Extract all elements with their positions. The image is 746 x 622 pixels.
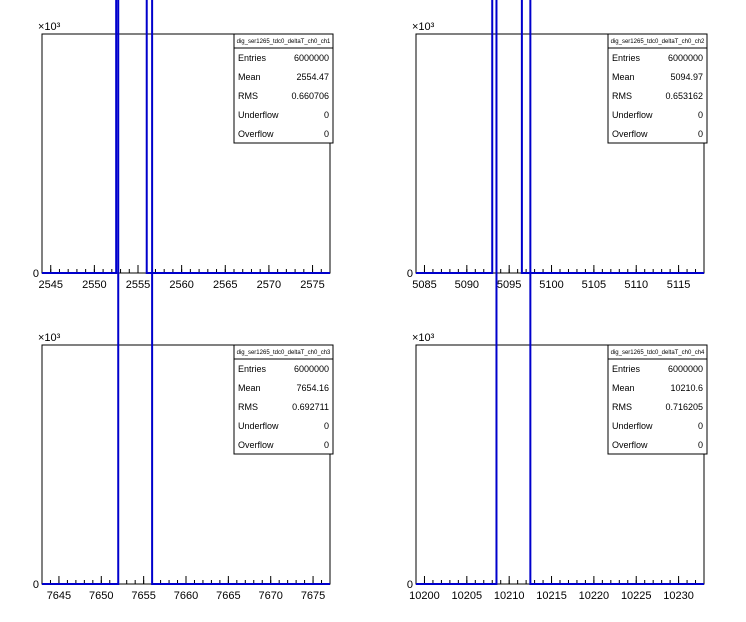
x-tick-label: 10210 bbox=[494, 590, 525, 602]
histogram-pad-2: 0200400600800100012001400160018005085509… bbox=[407, 0, 708, 291]
stats-value: 0.716205 bbox=[665, 402, 703, 412]
y-exponent-label: ×10³ bbox=[412, 21, 435, 33]
stats-label: Overflow bbox=[238, 129, 274, 139]
stats-label: RMS bbox=[612, 91, 632, 101]
stats-value: 0 bbox=[698, 110, 703, 120]
x-tick-label: 10230 bbox=[663, 590, 694, 602]
x-tick-label: 5090 bbox=[455, 279, 479, 291]
y-tick-label: 0 bbox=[33, 579, 39, 591]
stats-value: 0.692711 bbox=[292, 402, 329, 412]
stats-label: Entries bbox=[238, 53, 267, 63]
y-tick-label: 0 bbox=[407, 579, 413, 591]
stats-value: 0 bbox=[324, 110, 329, 120]
x-tick-label: 2570 bbox=[257, 279, 281, 291]
x-tick-label: 7675 bbox=[301, 590, 325, 602]
y-exponent-label: ×10³ bbox=[412, 332, 435, 344]
stats-label: Mean bbox=[238, 72, 261, 82]
x-tick-label: 5105 bbox=[582, 279, 606, 291]
stats-value: 0.653162 bbox=[665, 91, 703, 101]
x-tick-label: 7650 bbox=[89, 590, 113, 602]
x-tick-label: 2560 bbox=[169, 279, 193, 291]
stats-value: 0 bbox=[698, 421, 703, 431]
stats-value: 0 bbox=[698, 129, 703, 139]
stats-label: Mean bbox=[612, 72, 635, 82]
stats-label: Overflow bbox=[238, 440, 274, 450]
x-tick-label: 5085 bbox=[412, 279, 436, 291]
x-tick-label: 7670 bbox=[258, 590, 282, 602]
stats-label: Overflow bbox=[612, 129, 648, 139]
stats-label: RMS bbox=[238, 91, 258, 101]
stats-value: 0 bbox=[698, 440, 703, 450]
stats-value: 2554.47 bbox=[296, 72, 329, 82]
x-tick-label: 10200 bbox=[409, 590, 440, 602]
stats-title: dig_ser1265_tdc0_deltaT_ch0_ch3 bbox=[237, 350, 331, 356]
stats-value: 0 bbox=[324, 440, 329, 450]
x-tick-label: 5100 bbox=[539, 279, 563, 291]
histogram-pad-4: 0200400600800100012001400160010200102051… bbox=[407, 0, 708, 602]
x-tick-label: 10215 bbox=[536, 590, 567, 602]
stats-value: 10210.6 bbox=[670, 383, 703, 393]
y-exponent-label: ×10³ bbox=[38, 332, 61, 344]
stats-value: 6000000 bbox=[668, 53, 703, 63]
x-tick-label: 7645 bbox=[47, 590, 71, 602]
y-tick-label: 0 bbox=[407, 268, 413, 280]
histogram-pad-3: 0200400600800100012001400160076457650765… bbox=[33, 0, 334, 602]
stats-label: Underflow bbox=[612, 110, 653, 120]
x-tick-label: 10220 bbox=[579, 590, 610, 602]
x-tick-label: 2575 bbox=[300, 279, 324, 291]
y-tick-label: 0 bbox=[33, 268, 39, 280]
y-exponent-label: ×10³ bbox=[38, 21, 61, 33]
stats-box bbox=[233, 33, 334, 144]
stats-title: dig_ser1265_tdc0_deltaT_ch0_ch4 bbox=[611, 350, 705, 356]
stats-value: 7654.16 bbox=[296, 383, 329, 393]
stats-value: 0 bbox=[324, 129, 329, 139]
stats-value: 6000000 bbox=[294, 364, 329, 374]
stats-value: 6000000 bbox=[668, 364, 703, 374]
x-tick-label: 2545 bbox=[38, 279, 62, 291]
x-tick-label: 2555 bbox=[126, 279, 150, 291]
stats-title: dig_ser1265_tdc0_deltaT_ch0_ch2 bbox=[611, 39, 705, 45]
stats-value: 0.660706 bbox=[291, 91, 329, 101]
x-tick-label: 7660 bbox=[174, 590, 198, 602]
stats-label: Underflow bbox=[238, 421, 279, 431]
stats-label: Mean bbox=[238, 383, 261, 393]
stats-value: 0 bbox=[324, 421, 329, 431]
stats-value: 6000000 bbox=[294, 53, 329, 63]
x-tick-label: 10205 bbox=[452, 590, 483, 602]
x-tick-label: 2550 bbox=[82, 279, 106, 291]
x-tick-label: 5115 bbox=[667, 279, 691, 291]
stats-label: Overflow bbox=[612, 440, 648, 450]
stats-label: Entries bbox=[238, 364, 267, 374]
stats-value: 5094.97 bbox=[670, 72, 703, 82]
stats-title: dig_ser1265_tdc0_deltaT_ch0_ch1 bbox=[237, 39, 331, 45]
stats-label: Entries bbox=[612, 53, 641, 63]
stats-label: Entries bbox=[612, 364, 641, 374]
stats-label: Underflow bbox=[612, 421, 653, 431]
x-tick-label: 7665 bbox=[216, 590, 240, 602]
stats-box bbox=[607, 344, 708, 455]
x-tick-label: 2565 bbox=[213, 279, 237, 291]
stats-label: RMS bbox=[238, 402, 258, 412]
stats-label: RMS bbox=[612, 402, 632, 412]
stats-label: Mean bbox=[612, 383, 635, 393]
x-tick-label: 5110 bbox=[624, 279, 648, 291]
x-tick-label: 5095 bbox=[497, 279, 521, 291]
x-tick-label: 10225 bbox=[621, 590, 652, 602]
histogram-pad-1: 0200400600800100012001400160025452550255… bbox=[33, 0, 334, 291]
stats-box bbox=[233, 344, 334, 455]
stats-label: Underflow bbox=[238, 110, 279, 120]
x-tick-label: 7655 bbox=[131, 590, 155, 602]
stats-box bbox=[607, 33, 708, 144]
